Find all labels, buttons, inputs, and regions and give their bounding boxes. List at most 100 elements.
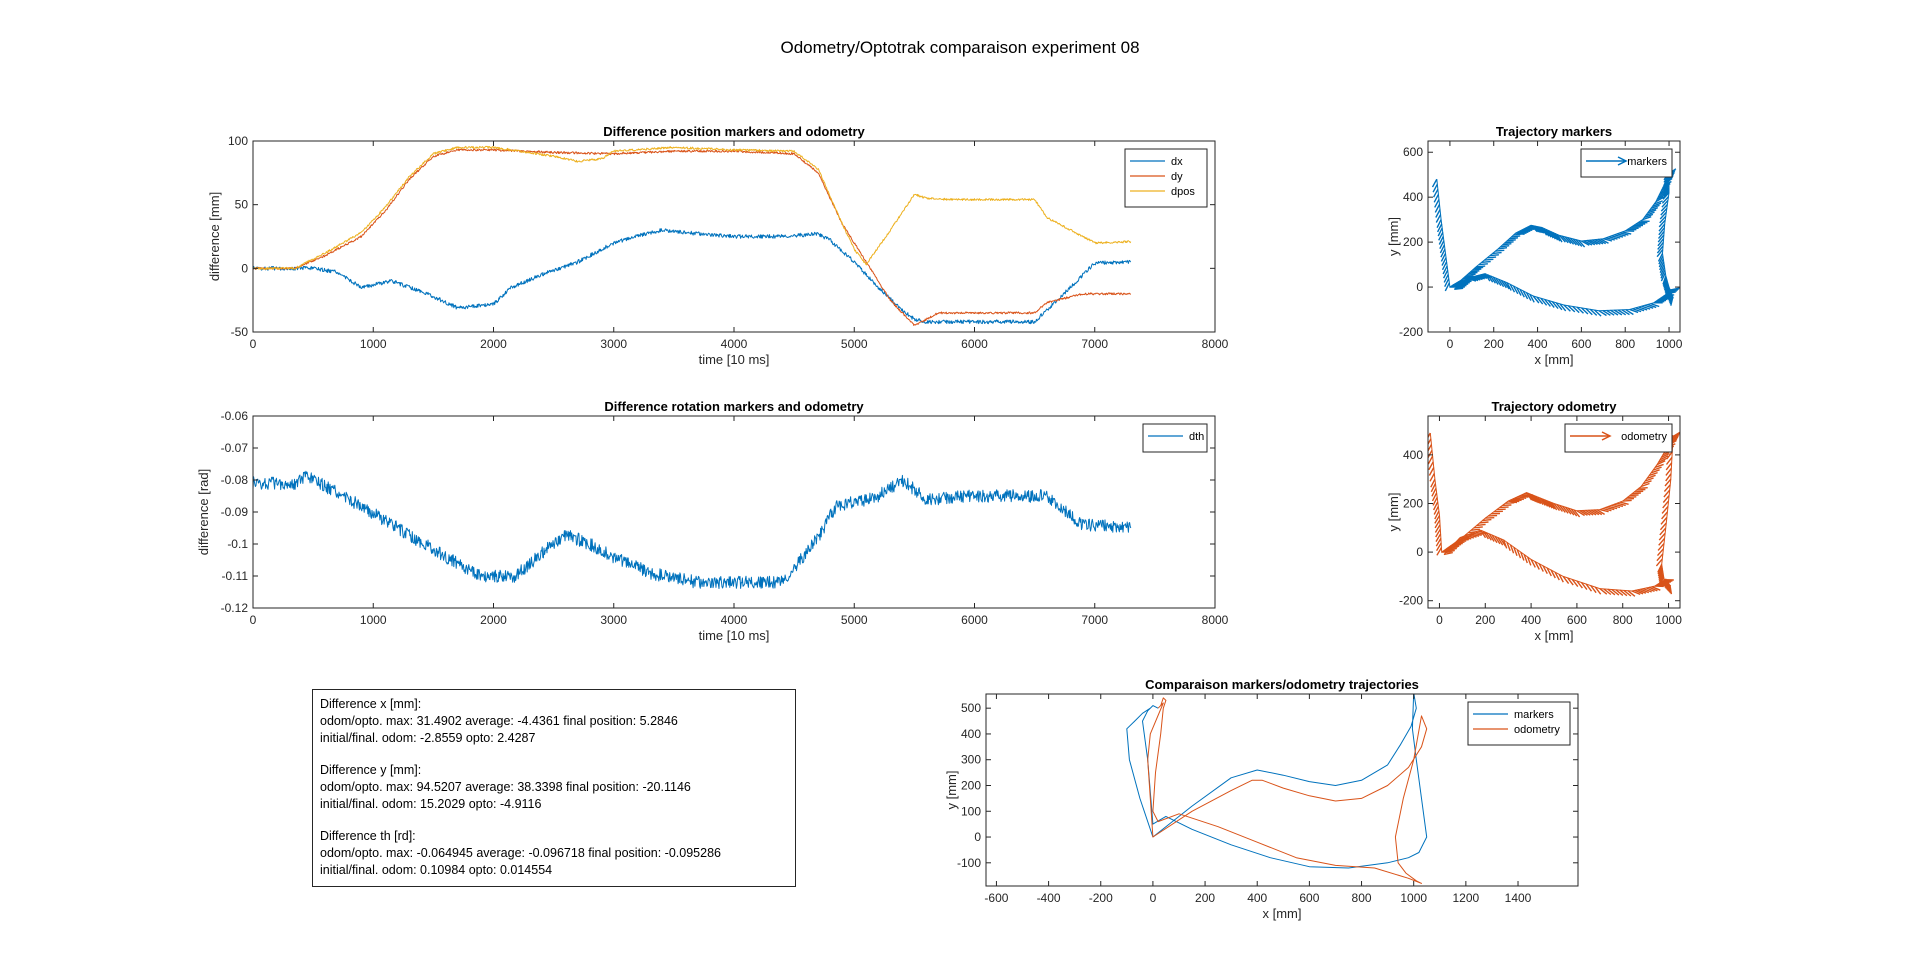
stats-line: initial/final. odom: -2.8559 opto: 2.428…	[320, 731, 536, 745]
x-tick-label: 600	[1567, 613, 1587, 627]
x-tick-label: 5000	[841, 613, 868, 627]
y-tick-label: 100	[961, 804, 981, 818]
x-tick-label: 400	[1247, 891, 1267, 905]
x-tick-label: 4000	[721, 337, 748, 351]
x-tick-label: 1200	[1453, 891, 1480, 905]
axes-title: Difference position markers and odometry	[603, 124, 865, 139]
x-tick-label: 8000	[1202, 337, 1229, 351]
x-tick-label: 800	[1615, 337, 1635, 351]
y-tick-label: 600	[1403, 145, 1423, 159]
x-tick-label: 3000	[600, 337, 627, 351]
plot-lines	[1126, 694, 1428, 884]
legend-label: dy	[1171, 171, 1183, 183]
series-dpos-line	[253, 145, 1132, 270]
stats-line: odom/opto. max: 31.4902 average: -4.4361…	[320, 714, 678, 728]
stats-line: odom/opto. max: -0.064945 average: -0.09…	[320, 846, 721, 860]
axes-frame	[985, 693, 1579, 887]
position-difference-axes: 0 1000 2000 3000 4000 5000 6000 7000 8000-500501…	[207, 124, 1229, 367]
y-tick-label: -0.06	[221, 409, 249, 423]
y-tick-label: -0.12	[221, 601, 249, 615]
y-tick-label: 500	[961, 701, 981, 715]
y-tick-label: 400	[1403, 448, 1423, 462]
x-axis-label: x [mm]	[1535, 352, 1574, 367]
legend: markers odometry	[1467, 701, 1571, 746]
x-tick-label: -200	[1089, 891, 1113, 905]
y-tick-label: 200	[1403, 235, 1423, 249]
x-tick-label: 1000	[1656, 337, 1683, 351]
figure-title: Odometry/Optotrak comparaison experiment…	[780, 38, 1140, 57]
legend-arrowhead	[1601, 431, 1612, 441]
x-tick-label: 0	[1436, 613, 1443, 627]
x-tick-label: 0	[1447, 337, 1454, 351]
series-markers-line	[1126, 694, 1428, 869]
series-trace-arrows	[1454, 273, 1680, 317]
x-tick-label: 1000	[1655, 613, 1682, 627]
x-tick-label: 0	[1150, 891, 1157, 905]
x-tick-label: 1000	[360, 613, 387, 627]
x-axis-label: x [mm]	[1535, 628, 1574, 643]
series-dth-line	[253, 470, 1132, 589]
series-trace-arrows	[1443, 529, 1674, 597]
y-tick-label: 400	[961, 727, 981, 741]
x-axis-label: x [mm]	[1263, 906, 1302, 921]
y-tick-label: -0.11	[222, 569, 249, 583]
x-tick-label: 2000	[480, 613, 507, 627]
legend-box	[1467, 701, 1571, 746]
x-tick-label: 8000	[1202, 613, 1229, 627]
stats-header: Difference x [mm]:	[320, 697, 422, 711]
y-tick-label: 200	[961, 778, 981, 792]
y-axis-label: difference [mm]	[207, 192, 222, 281]
x-tick-label: 1400	[1505, 891, 1532, 905]
plot-lines	[1431, 168, 1680, 317]
y-tick-label: -100	[957, 856, 981, 870]
y-tick-label: 50	[235, 198, 249, 212]
y-axis-label: y [mm]	[1386, 493, 1401, 532]
x-tick-label: 0	[250, 337, 257, 351]
x-tick-label: -600	[984, 891, 1008, 905]
rotation-difference-axes: 0 1000 2000 3000 4000 5000 6000 7000 8000 -0.12 -0…	[196, 399, 1229, 643]
y-axis-label: y [mm]	[1386, 217, 1401, 256]
y-axis-label: y [mm]	[944, 771, 959, 810]
x-tick-label: 600	[1299, 891, 1319, 905]
x-tick-label: 6000	[961, 613, 988, 627]
x-tick-label: 600	[1571, 337, 1591, 351]
legend: dth	[1142, 423, 1208, 453]
plot-area	[253, 416, 1215, 608]
legend-label: odometry	[1514, 724, 1560, 736]
y-tick-label: 100	[228, 134, 248, 148]
legend-box	[1564, 423, 1673, 453]
series-odometry-line	[1147, 697, 1428, 884]
x-tick-label: 800	[1613, 613, 1633, 627]
x-tick-label: 200	[1475, 613, 1495, 627]
legend-box	[1142, 423, 1208, 453]
y-tick-label: -0.07	[221, 441, 249, 455]
series-markers-line	[1436, 172, 1674, 299]
legend-label: dth	[1189, 431, 1204, 443]
axes-title: Difference rotation markers and odometry	[604, 399, 864, 414]
y-tick-label: 0	[241, 261, 248, 275]
stats-block-x: Difference x [mm]: odom/opto. max: 31.49…	[320, 696, 788, 747]
y-tick-label: -0.08	[221, 473, 249, 487]
markers-trajectory-axes: 0 200 400 600 800 1000 -200 0 200 400 600 Trajector…	[1386, 124, 1683, 367]
x-axis-label: time [10 ms]	[699, 352, 770, 367]
x-tick-label: 0	[250, 613, 257, 627]
series-odometry-line	[1429, 432, 1674, 587]
legend-box	[1124, 148, 1208, 208]
stats-line: initial/final. odom: 15.2029 opto: -4.91…	[320, 797, 542, 811]
y-tick-label: -0.09	[221, 505, 249, 519]
y-tick-label: -0.1	[227, 537, 248, 551]
y-tick-label: -200	[1399, 594, 1423, 608]
y-tick-label: 0	[974, 830, 981, 844]
series-trace-line	[1443, 529, 1667, 592]
legend: markers	[1580, 148, 1673, 178]
series-dx-line	[253, 228, 1132, 325]
x-tick-label: 6000	[961, 337, 988, 351]
stats-line: odom/opto. max: 94.5207 average: 38.3398…	[320, 780, 691, 794]
x-tick-label: 800	[1352, 891, 1372, 905]
legend-label: dpos	[1171, 186, 1195, 198]
series-markers-arrows	[1431, 168, 1677, 306]
x-axis-label: time [10 ms]	[699, 628, 770, 643]
x-tick-label: 7000	[1081, 613, 1108, 627]
plot-lines	[253, 470, 1132, 589]
